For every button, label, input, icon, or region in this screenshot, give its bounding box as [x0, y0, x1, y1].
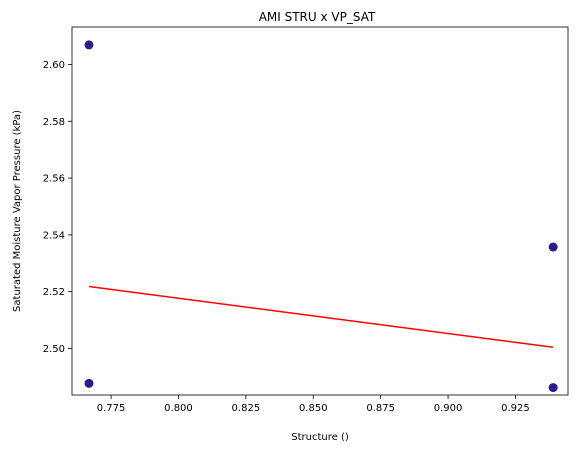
y-tick-label: 2.54: [43, 230, 65, 241]
y-tick-label: 2.52: [43, 287, 65, 298]
y-tick-label: 2.58: [43, 117, 65, 128]
x-tick-label: 0.875: [366, 403, 395, 414]
y-axis: 2.50 2.52 2.54 2.56 2.58 2.60: [43, 60, 72, 355]
x-tick-label: 0.925: [501, 403, 530, 414]
plot-area: [71, 26, 569, 396]
y-axis-label: Saturated Moisture Vapor Pressure (kPa): [12, 110, 23, 312]
x-tick-label: 0.825: [232, 403, 261, 414]
trend-line-group: [88, 285, 554, 349]
y-tick-label: 2.60: [43, 60, 65, 71]
x-tick-label: 0.775: [97, 403, 126, 414]
x-axis: 0.775 0.800 0.825 0.850 0.875 0.900 0.925: [97, 395, 530, 414]
x-tick-label: 0.800: [164, 403, 193, 414]
x-tick-label: 0.850: [299, 403, 328, 414]
data-point: [548, 242, 558, 252]
y-tick-label: 2.50: [43, 344, 65, 355]
x-axis-label: Structure (): [291, 432, 349, 443]
data-point: [84, 40, 94, 50]
x-tick-label: 0.900: [434, 403, 463, 414]
data-point: [548, 383, 558, 393]
chart-title: AMI STRU x VP_SAT: [259, 10, 376, 24]
data-points: [84, 40, 558, 393]
trend-line: [88, 285, 554, 349]
y-tick-label: 2.56: [43, 174, 65, 185]
data-point: [84, 378, 94, 388]
